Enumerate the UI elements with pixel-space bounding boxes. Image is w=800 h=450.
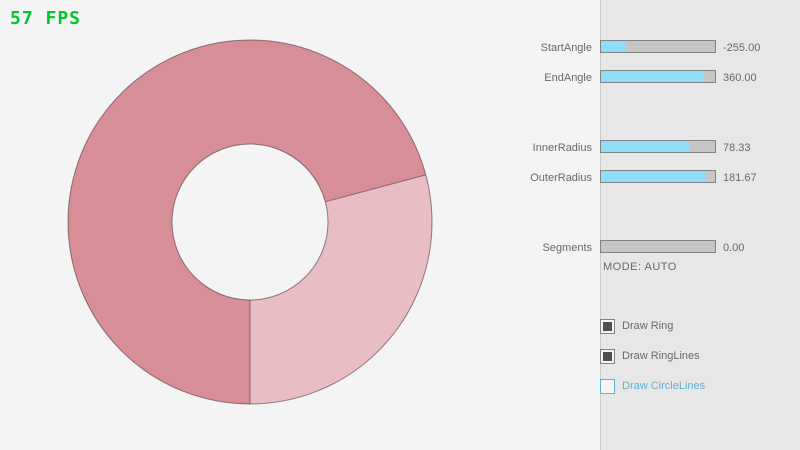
checkbox-row-draw-ringlines: Draw RingLines xyxy=(600,348,700,364)
inner-radius-slider[interactable] xyxy=(600,140,716,153)
start-angle-slider[interactable] xyxy=(600,40,716,53)
draw-circlelines-checkbox[interactable] xyxy=(600,378,615,394)
draw-circlelines-label: Draw CircleLines xyxy=(622,380,706,392)
start-angle-slider-fill xyxy=(601,41,626,52)
segments-slider[interactable] xyxy=(600,240,716,253)
outer-radius-slider-fill xyxy=(601,171,705,182)
draw-ringlines-label: Draw RingLines xyxy=(622,350,700,362)
end-angle-label: EndAngle xyxy=(544,72,592,84)
end-angle-value: 360.00 xyxy=(723,72,757,84)
inner-radius-value: 78.33 xyxy=(723,142,751,154)
segments-mode-text: MODE: AUTO xyxy=(603,261,677,273)
inner-radius-label: InnerRadius xyxy=(532,142,592,154)
slider-row-start-angle: StartAngle -255.00 xyxy=(440,40,800,54)
checkbox-row-draw-circlelines: Draw CircleLines xyxy=(600,378,705,394)
inner-radius-slider-fill xyxy=(601,141,691,152)
slider-row-outer-radius: OuterRadius 181.67 xyxy=(440,170,800,184)
outer-radius-slider[interactable] xyxy=(600,170,716,183)
ring-svg xyxy=(67,39,433,405)
outer-radius-label: OuterRadius xyxy=(530,172,592,184)
slider-row-end-angle: EndAngle 360.00 xyxy=(440,70,800,84)
start-angle-value: -255.00 xyxy=(723,42,761,54)
draw-ring-label: Draw Ring xyxy=(622,320,674,332)
checkbox-check-mark xyxy=(603,351,612,361)
end-angle-slider[interactable] xyxy=(600,70,716,83)
segments-label: Segments xyxy=(542,242,592,254)
draw-ring-checkbox[interactable] xyxy=(600,318,615,334)
draw-ringlines-checkbox[interactable] xyxy=(600,348,615,364)
slider-row-inner-radius: InnerRadius 78.33 xyxy=(440,140,800,154)
checkbox-row-draw-ring: Draw Ring xyxy=(600,318,673,334)
checkbox-check-mark xyxy=(603,321,612,331)
fps-counter: 57 FPS xyxy=(10,8,82,29)
start-angle-label: StartAngle xyxy=(540,42,592,54)
segments-value: 0.00 xyxy=(723,242,745,254)
end-angle-slider-fill xyxy=(601,71,704,82)
outer-radius-value: 181.67 xyxy=(723,172,757,184)
slider-row-segments: Segments 0.00 xyxy=(440,240,800,254)
